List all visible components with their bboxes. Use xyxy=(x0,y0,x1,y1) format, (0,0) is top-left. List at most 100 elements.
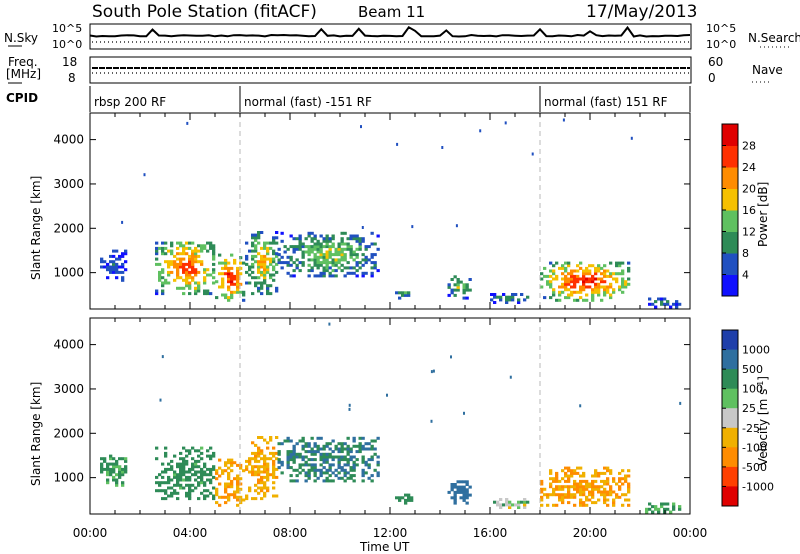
data-cell xyxy=(334,253,338,257)
data-cell xyxy=(185,449,189,453)
data-cell xyxy=(167,260,171,264)
data-cell xyxy=(292,460,296,464)
data-cell xyxy=(585,298,589,302)
data-cell xyxy=(203,481,207,485)
data-cell xyxy=(570,293,574,297)
data-cell xyxy=(191,276,195,280)
data-cell xyxy=(349,476,353,480)
data-cell xyxy=(124,252,128,256)
data-cell xyxy=(118,254,122,258)
data-cell xyxy=(322,471,326,475)
data-cell xyxy=(115,465,119,469)
data-cell xyxy=(185,478,189,482)
data-cell xyxy=(200,249,204,253)
data-cell xyxy=(185,281,189,285)
data-cell xyxy=(215,501,219,505)
cpid-row: CPID rbsp 200 RF normal (fast) -151 RF nor… xyxy=(6,86,691,112)
data-cell xyxy=(600,471,604,475)
data-cell xyxy=(254,236,258,240)
data-cell xyxy=(624,498,628,502)
data-cell xyxy=(121,457,125,461)
data-cell xyxy=(591,479,595,483)
data-cell xyxy=(361,263,365,267)
data-cell xyxy=(298,463,302,467)
data-cell xyxy=(266,462,270,466)
data-cell xyxy=(298,245,302,249)
colorbar-swatch xyxy=(722,330,738,351)
data-cell xyxy=(561,469,565,473)
data-cell xyxy=(558,293,562,297)
data-cell xyxy=(182,467,186,471)
data-cell xyxy=(337,266,341,270)
data-cell xyxy=(266,265,270,269)
data-cell xyxy=(621,493,625,497)
data-cell xyxy=(396,142,399,146)
data-cell xyxy=(197,281,201,285)
data-cell xyxy=(289,458,293,462)
data-cell xyxy=(245,270,249,274)
data-cell xyxy=(182,278,186,282)
data-cell xyxy=(124,260,128,264)
data-cell xyxy=(325,468,329,472)
data-cell xyxy=(263,260,267,264)
data-cell xyxy=(200,475,204,479)
data-cell xyxy=(197,260,201,264)
data-cell xyxy=(355,239,359,243)
data-cell xyxy=(206,473,210,477)
data-cell xyxy=(340,255,344,259)
data-cell xyxy=(182,465,186,469)
data-cell xyxy=(555,298,559,302)
data-cell xyxy=(401,496,405,500)
data-cell xyxy=(155,457,159,461)
data-cell xyxy=(316,245,320,249)
data-cell xyxy=(462,485,466,489)
data-cell xyxy=(606,469,610,473)
data-cell xyxy=(358,444,362,448)
data-cell xyxy=(286,455,290,459)
data-cell xyxy=(618,485,622,489)
data-cell xyxy=(260,254,264,258)
data-cell xyxy=(191,270,195,274)
data-cell xyxy=(462,283,466,287)
data-cell xyxy=(218,495,222,499)
data-cell xyxy=(224,293,228,297)
data-cell xyxy=(588,493,592,497)
data-cell xyxy=(292,274,296,278)
data-cell xyxy=(310,450,314,454)
data-cell xyxy=(325,261,329,265)
data-cell xyxy=(280,266,284,270)
data-cell xyxy=(552,288,556,292)
data-cell xyxy=(203,281,207,285)
data-cell xyxy=(585,293,589,297)
colorbar-swatch xyxy=(722,427,738,448)
data-cell xyxy=(310,466,314,470)
data-cell xyxy=(275,252,279,256)
data-cell xyxy=(304,471,308,475)
data-cell xyxy=(260,292,264,296)
data-cell xyxy=(227,498,231,502)
data-cell xyxy=(591,296,595,300)
data-cell xyxy=(499,298,503,302)
freq-label: Freq. xyxy=(8,55,38,69)
data-cell xyxy=(185,276,189,280)
data-cell xyxy=(567,466,571,470)
data-cell xyxy=(257,265,261,269)
data-cell xyxy=(245,459,249,463)
data-cell xyxy=(283,439,287,443)
data-cell xyxy=(301,242,305,246)
data-cell xyxy=(349,255,353,259)
data-cell xyxy=(340,239,344,243)
data-cell xyxy=(164,252,168,256)
data-cell xyxy=(124,459,128,463)
data-cell xyxy=(352,234,356,238)
data-cell xyxy=(100,465,104,469)
data-cell xyxy=(115,478,119,482)
data-cell xyxy=(672,502,676,506)
data-cell xyxy=(179,257,183,261)
data-cell xyxy=(266,473,270,477)
data-cell xyxy=(609,487,613,491)
data-cell xyxy=(340,447,344,451)
data-cell xyxy=(254,281,258,285)
data-cell xyxy=(292,237,296,241)
data-cell xyxy=(358,447,362,451)
